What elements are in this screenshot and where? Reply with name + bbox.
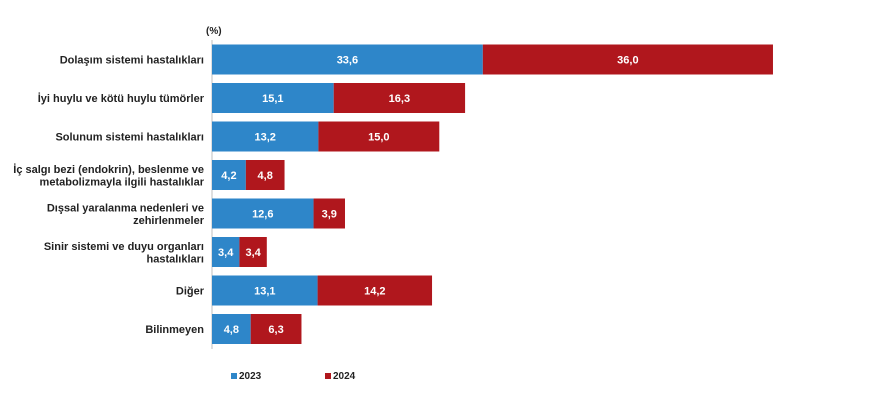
data-label-2023: 13,2 [254, 132, 275, 144]
category-label: Sinir sistemi ve duyu organları [44, 241, 204, 253]
category-label: zehirlenmeler [133, 215, 205, 227]
bar-2023 [212, 160, 246, 190]
data-label-2024: 3,9 [322, 209, 337, 221]
bar-2024 [245, 160, 285, 190]
category-label: Dışsal yaralanma nedenleri ve [47, 202, 204, 214]
bar-2023 [212, 314, 251, 344]
category-label: hastalıkları [147, 253, 204, 265]
data-label-2024: 3,4 [245, 247, 261, 259]
data-label-2023: 4,8 [224, 324, 239, 336]
bar-2024 [250, 314, 302, 344]
category-label: Solunum sistemi hastalıkları [55, 132, 204, 144]
data-label-2023: 3,4 [218, 247, 234, 259]
category-label: Diğer [176, 286, 205, 298]
legend-swatch-2023 [231, 373, 237, 379]
bar-2023 [212, 121, 319, 152]
legend-label-2023: 2023 [239, 371, 262, 382]
category-label: Bilinmeyen [145, 324, 204, 336]
bar-2024 [318, 121, 440, 152]
bar-2023 [212, 237, 240, 267]
bar-2023 [212, 198, 314, 229]
bar-2024 [313, 198, 345, 229]
bar-2023 [212, 44, 483, 75]
unit-label: (%) [206, 26, 222, 37]
category-label: Dolaşım sistemi hastalıkları [60, 55, 204, 67]
data-label-2024: 36,0 [617, 55, 638, 67]
data-label-2023: 33,6 [337, 55, 358, 67]
data-label-2024: 4,8 [258, 170, 273, 182]
data-label-2024: 15,0 [368, 132, 389, 144]
legend-swatch-2024 [325, 373, 331, 379]
legend-label-2024: 2024 [333, 371, 356, 382]
data-label-2023: 12,6 [252, 209, 273, 221]
category-label: İyi huylu ve kötü huylu tümörler [38, 92, 205, 105]
category-label: metabolizmayla ilgili hastalıklar [40, 176, 205, 188]
bar-2024 [482, 44, 773, 75]
bar-2024 [239, 237, 267, 267]
data-label-2024: 16,3 [389, 93, 410, 105]
data-label-2024: 6,3 [268, 324, 283, 336]
category-label: İç salgı bezi (endokrin), beslenme ve [13, 163, 204, 176]
bar-2024 [333, 83, 466, 113]
bar-2024 [317, 275, 433, 306]
data-label-2023: 15,1 [262, 93, 283, 105]
data-label-2024: 14,2 [364, 286, 385, 298]
bar-2023 [212, 83, 334, 113]
data-label-2023: 13,1 [254, 286, 275, 298]
data-label-2023: 4,2 [221, 170, 236, 182]
bar-2023 [212, 275, 318, 306]
